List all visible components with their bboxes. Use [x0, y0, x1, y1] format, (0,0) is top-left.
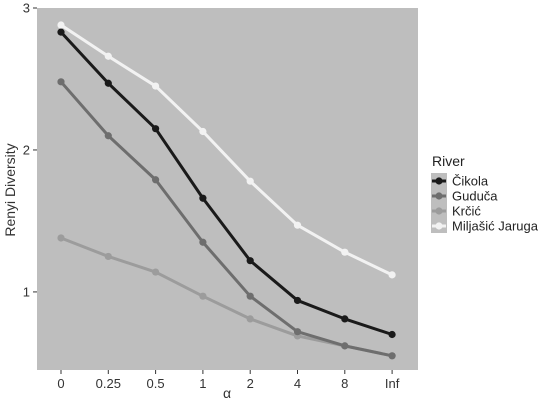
y-tick-label: 3	[23, 1, 30, 16]
data-point	[246, 177, 254, 185]
data-point	[293, 296, 302, 305]
legend-label: Miljašić Jaruga	[452, 219, 539, 234]
data-point	[199, 194, 207, 202]
data-point	[341, 248, 349, 256]
x-tick-label: 2	[247, 376, 254, 391]
plot-panel	[37, 8, 418, 370]
legend-item: Čikola	[431, 173, 489, 189]
legend-key-point	[435, 222, 443, 230]
x-tick-label: 4	[294, 376, 301, 391]
data-point	[199, 292, 207, 300]
legend-key-point	[435, 177, 443, 185]
legend-label: Guduča	[452, 189, 498, 204]
x-axis: 0 0.25 0.5 1 2 4 8 Inf	[57, 370, 400, 391]
data-point	[104, 79, 112, 87]
data-point	[341, 342, 349, 350]
data-point	[57, 78, 65, 86]
series-line	[59, 30, 394, 337]
data-point	[388, 271, 396, 279]
x-axis-title: α	[223, 385, 231, 401]
y-tick-label: 2	[23, 142, 30, 157]
legend-label: Čikola	[452, 174, 489, 189]
x-tick-label: 0	[57, 376, 64, 391]
data-point	[293, 328, 302, 336]
series-line	[59, 23, 394, 277]
x-tick-label: 1	[199, 376, 206, 391]
data-point	[199, 238, 207, 246]
series-3	[57, 21, 396, 279]
data-point	[199, 127, 207, 136]
x-tick-label: 8	[341, 376, 348, 391]
legend-item: Guduča	[431, 188, 498, 204]
data-point	[152, 125, 160, 133]
data-point	[104, 252, 112, 261]
data-point	[57, 234, 65, 242]
legend-label: Krčić	[452, 204, 481, 219]
legend-title: River	[432, 153, 465, 169]
data-point	[388, 330, 396, 339]
data-point	[152, 176, 160, 184]
x-tick-label: Inf	[385, 376, 400, 391]
data-point	[104, 132, 112, 140]
series-layer	[57, 21, 396, 360]
series-1	[57, 78, 396, 360]
data-point	[57, 21, 65, 29]
data-point	[246, 315, 254, 323]
data-point	[293, 221, 302, 229]
data-point	[152, 82, 160, 90]
x-tick-label: 0.25	[96, 376, 121, 391]
data-point	[341, 315, 349, 323]
legend-item: Miljašić Jaruga	[431, 218, 539, 234]
data-point	[57, 28, 65, 36]
data-point	[152, 268, 160, 276]
data-point	[246, 292, 254, 300]
legend-key-point	[435, 192, 443, 200]
x-tick-label: 0.5	[147, 376, 165, 391]
legend-key-point	[435, 207, 443, 215]
legend-item: Krčić	[431, 203, 481, 219]
data-point	[104, 52, 112, 60]
series-0	[57, 28, 396, 339]
data-point	[246, 257, 254, 265]
y-tick-label: 1	[23, 284, 30, 299]
y-axis: 1 2 3	[23, 1, 37, 299]
data-point	[388, 352, 396, 360]
y-axis-title: Renyi Diversity	[2, 143, 18, 236]
series-line	[59, 80, 394, 358]
